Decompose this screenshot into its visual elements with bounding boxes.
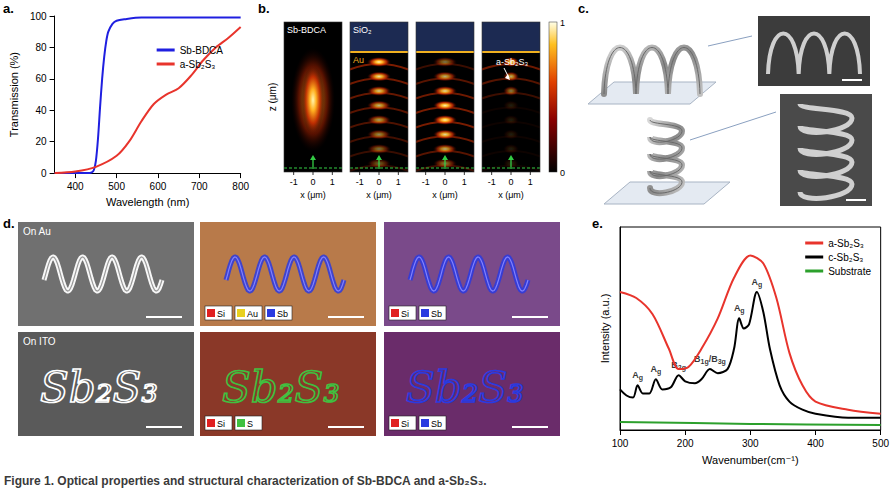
svg-text:Si: Si — [217, 419, 225, 429]
svg-text:1: 1 — [560, 18, 565, 28]
svg-text:g: g — [758, 281, 762, 289]
svg-text:Sb: Sb — [431, 309, 442, 319]
svg-text:0: 0 — [442, 177, 447, 187]
svg-text:Intensity (a.u.): Intensity (a.u.) — [599, 294, 611, 364]
svg-text:S: S — [247, 419, 253, 429]
svg-text:3g: 3g — [718, 358, 726, 366]
svg-text:200: 200 — [677, 438, 694, 449]
svg-text:x (μm): x (μm) — [432, 190, 458, 200]
svg-text:1: 1 — [330, 177, 335, 187]
svg-text:-1: -1 — [422, 177, 430, 187]
svg-text:1: 1 — [396, 177, 401, 187]
svg-text:d.: d. — [3, 216, 15, 231]
svg-text:1: 1 — [462, 177, 467, 187]
svg-text:On Au: On Au — [23, 226, 51, 237]
svg-text:-1: -1 — [356, 177, 364, 187]
svg-text:Sb₂S₃: Sb₂S₃ — [406, 363, 524, 412]
svg-text:x (μm): x (μm) — [300, 190, 326, 200]
svg-text:Si: Si — [401, 309, 409, 319]
svg-text:On ITO: On ITO — [23, 336, 56, 347]
svg-text:a-Sb₂S₃: a-Sb₂S₃ — [180, 59, 216, 70]
svg-text:x (μm): x (μm) — [366, 190, 392, 200]
svg-text:g: g — [657, 368, 661, 376]
svg-text:Transmission (%): Transmission (%) — [8, 52, 20, 137]
svg-text:Sb: Sb — [277, 309, 288, 319]
svg-text:g: g — [639, 374, 643, 382]
svg-text:700: 700 — [191, 181, 208, 192]
svg-text:A: A — [650, 364, 657, 375]
svg-text:c.: c. — [578, 1, 589, 16]
svg-text:a-Sb₂S₃: a-Sb₂S₃ — [828, 238, 864, 249]
svg-text:Sb-BDCA: Sb-BDCA — [180, 45, 224, 56]
html-text:B2g: B2g — [671, 360, 686, 372]
svg-text:300: 300 — [742, 438, 759, 449]
svg-text:Wavenumber(cm⁻¹): Wavenumber(cm⁻¹) — [702, 454, 798, 466]
svg-text:c-Sb₂S₃: c-Sb₂S₃ — [828, 252, 863, 263]
svg-text:Wavelength (nm): Wavelength (nm) — [106, 196, 189, 208]
svg-text:e.: e. — [592, 216, 603, 231]
svg-text:80: 80 — [35, 42, 47, 53]
svg-text:Au: Au — [247, 309, 258, 319]
svg-text:Au: Au — [353, 55, 364, 65]
svg-text:0: 0 — [508, 177, 513, 187]
svg-text:20: 20 — [35, 136, 47, 147]
svg-text:600: 600 — [150, 181, 167, 192]
svg-text:60: 60 — [35, 73, 47, 84]
svg-text:A: A — [751, 277, 758, 287]
svg-text:SiO₂: SiO₂ — [353, 25, 372, 35]
svg-text:b.: b. — [258, 1, 270, 16]
svg-text:A: A — [733, 303, 741, 314]
svg-text:0: 0 — [310, 177, 315, 187]
svg-text:1: 1 — [528, 177, 533, 187]
svg-text:a-Sb₂S₃: a-Sb₂S₃ — [496, 57, 529, 67]
svg-text:0: 0 — [560, 168, 565, 178]
svg-text:0: 0 — [41, 168, 47, 179]
svg-text:40: 40 — [35, 105, 47, 116]
svg-text:a.: a. — [3, 1, 14, 16]
svg-text:100: 100 — [30, 11, 47, 22]
svg-text:A: A — [632, 370, 639, 381]
svg-text:Si: Si — [217, 309, 225, 319]
svg-text:500: 500 — [872, 438, 889, 449]
svg-text:g: g — [740, 307, 744, 315]
html-text:/ B: / B — [708, 354, 718, 365]
svg-text:-1: -1 — [488, 177, 496, 187]
svg-text:500: 500 — [108, 181, 125, 192]
svg-text:800: 800 — [232, 181, 249, 192]
svg-text:Sb₂S₃: Sb₂S₃ — [222, 363, 340, 412]
svg-text:z (μm): z (μm) — [267, 83, 278, 112]
svg-text:400: 400 — [807, 438, 824, 449]
svg-text:0: 0 — [376, 177, 381, 187]
svg-text:400: 400 — [67, 181, 84, 192]
svg-text:Sb₂S₃: Sb₂S₃ — [40, 363, 158, 412]
svg-text:Substrate: Substrate — [828, 266, 871, 277]
svg-text:Si: Si — [401, 419, 409, 429]
svg-text:Sb-BDCA: Sb-BDCA — [287, 25, 326, 35]
svg-text:100: 100 — [612, 438, 629, 449]
svg-text:x (μm): x (μm) — [498, 190, 524, 200]
svg-text:1g: 1g — [701, 358, 709, 366]
svg-text:Figure 1. Optical properties a: Figure 1. Optical properties and structu… — [4, 474, 487, 488]
svg-text:Sb: Sb — [431, 419, 442, 429]
svg-text:-1: -1 — [290, 177, 298, 187]
